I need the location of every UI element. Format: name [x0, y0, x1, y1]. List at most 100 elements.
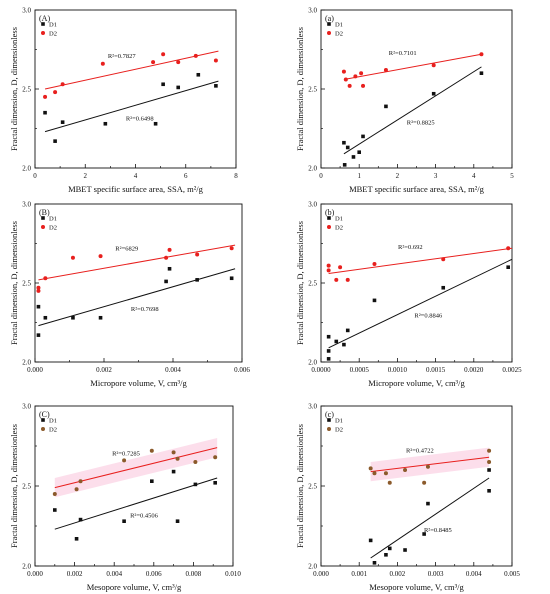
legend-label-d1: D1: [49, 418, 57, 425]
x-tick-label: 5: [510, 172, 514, 180]
data-point-d2: [193, 53, 198, 58]
legend-label-d2: D2: [49, 427, 57, 434]
data-point-d2: [122, 458, 127, 463]
data-point-d1: [368, 538, 373, 543]
data-point-d2: [345, 277, 350, 282]
legend-marker-d1: [327, 22, 331, 26]
y-tick-label: 2.0: [308, 165, 317, 173]
panel-4: 0.0000 0.0005 0.0010 0.0015 0.0020 0.0025 2.0 2…: [295, 201, 522, 389]
y-tick-label: 3.0: [22, 403, 31, 411]
data-point-d1: [387, 546, 392, 551]
data-point-d1: [36, 333, 41, 337]
y-axis-label: Fractal dimension, D, dimensionless: [295, 27, 305, 151]
data-point-d2: [334, 277, 339, 282]
r2-annotation-d2: R²=0.4722: [406, 447, 434, 454]
data-point-d1: [487, 468, 491, 472]
data-point-d2: [441, 257, 446, 262]
y-tick-label: 3.0: [308, 403, 317, 411]
y-tick-label: 2.0: [308, 359, 317, 367]
data-point-d2: [425, 464, 430, 469]
x-tick-label: 4: [134, 172, 138, 180]
x-tick-label: 0.006: [234, 366, 250, 374]
data-point-d2: [229, 246, 234, 251]
y-tick-label: 3.0: [308, 201, 317, 209]
data-point-d1: [176, 85, 181, 90]
data-point-d1: [357, 150, 361, 154]
data-point-d1: [441, 285, 446, 290]
data-point-d1: [372, 298, 377, 303]
legend-label-d2: D2: [335, 31, 343, 38]
data-point-d2: [383, 471, 388, 476]
data-point-d1: [342, 342, 346, 347]
series-d1: R²=0.8825: [342, 66, 484, 167]
data-point-d1: [36, 304, 41, 309]
data-point-d2: [343, 77, 348, 82]
data-point-d2: [193, 460, 198, 464]
x-tick-label: 0.0000: [311, 366, 331, 374]
legend-marker-d2: [41, 427, 45, 431]
data-point-d2: [161, 52, 166, 57]
x-tick-label: 8: [234, 172, 238, 180]
data-point-d1: [195, 278, 199, 282]
series-d2: R²=0.7285: [52, 447, 218, 496]
r2-annotation-d1: R²=0.6498: [126, 115, 154, 122]
fit-line-d2: [328, 247, 513, 275]
data-point-d2: [359, 71, 364, 76]
data-point-d2: [213, 58, 218, 63]
plot-frame: [34, 9, 237, 169]
data-point-d1: [78, 517, 83, 522]
data-point-d2: [70, 255, 75, 260]
y-tick-label: 2.0: [308, 563, 317, 571]
legend-label-d1: D1: [335, 216, 343, 223]
x-tick-label: 0: [319, 172, 323, 180]
data-point-d1: [161, 82, 165, 87]
y-axis-label: Fractal dimension, D, dimensionless: [295, 221, 305, 345]
fit-line-d2: [370, 456, 490, 473]
fit-line-d1: [343, 66, 482, 155]
fit-line-d2: [38, 244, 236, 281]
legend-marker-d2: [41, 31, 45, 35]
panel-label: (A): [39, 14, 50, 23]
data-point-d2: [361, 83, 366, 88]
plot-frame: [320, 9, 513, 169]
data-point-d1: [384, 104, 388, 109]
panel-1: 0 2 4 6 8 2.0 2.5 3.0 MBET specific surface area…: [9, 7, 238, 195]
legend-marker-d2: [327, 31, 331, 35]
data-point-d2: [53, 90, 58, 95]
x-tick-label: 0.002: [67, 570, 83, 578]
panel-label: (a): [325, 14, 334, 23]
data-point-d2: [479, 52, 484, 57]
y-tick-label: 3.0: [22, 7, 31, 15]
data-point-d1: [326, 357, 331, 361]
x-tick-label: 0.000: [27, 366, 43, 374]
data-point-d2: [60, 82, 65, 87]
series-d2: R²=0.7101: [341, 50, 484, 88]
x-tick-label: 0.002: [390, 570, 406, 578]
data-point-d1: [103, 121, 108, 126]
x-tick-label: 2: [84, 172, 88, 180]
x-axis-label: MBET specific surface area, SSA, m²/g: [68, 184, 204, 194]
data-point-d2: [167, 247, 172, 252]
panel-label: (B): [39, 208, 50, 217]
legend-label-d1: D1: [335, 418, 343, 425]
r2-annotation-d2: R²=0.692: [398, 244, 423, 251]
data-point-d2: [387, 480, 392, 485]
legend-marker-d1: [327, 418, 331, 422]
y-tick-label: 2.5: [308, 483, 317, 491]
x-tick-label: 0.004: [106, 570, 122, 578]
fit-line-d2: [343, 53, 482, 81]
y-axis-label: Fractal dimension, D, dimensionless: [9, 27, 19, 151]
data-point-d2: [353, 74, 358, 79]
panel-5: 0.000 0.002 0.004 0.006 0.008 0.010 2.0 2.5 3.0 M…: [9, 403, 241, 593]
data-point-d1: [60, 120, 65, 124]
data-point-d1: [326, 334, 331, 339]
data-point-d1: [164, 279, 168, 284]
data-point-d1: [153, 121, 158, 126]
fit-line-d1: [44, 80, 219, 133]
x-tick-label: 1: [357, 172, 361, 180]
x-axis-label: Mesopore volume, V, cm³/g: [87, 582, 182, 592]
panel-3: 0.000 0.002 0.004 0.006 2.0 2.5 3.0 Micropore v…: [9, 201, 250, 389]
y-tick-label: 2.0: [22, 165, 31, 173]
fit-line-d1: [328, 258, 513, 349]
